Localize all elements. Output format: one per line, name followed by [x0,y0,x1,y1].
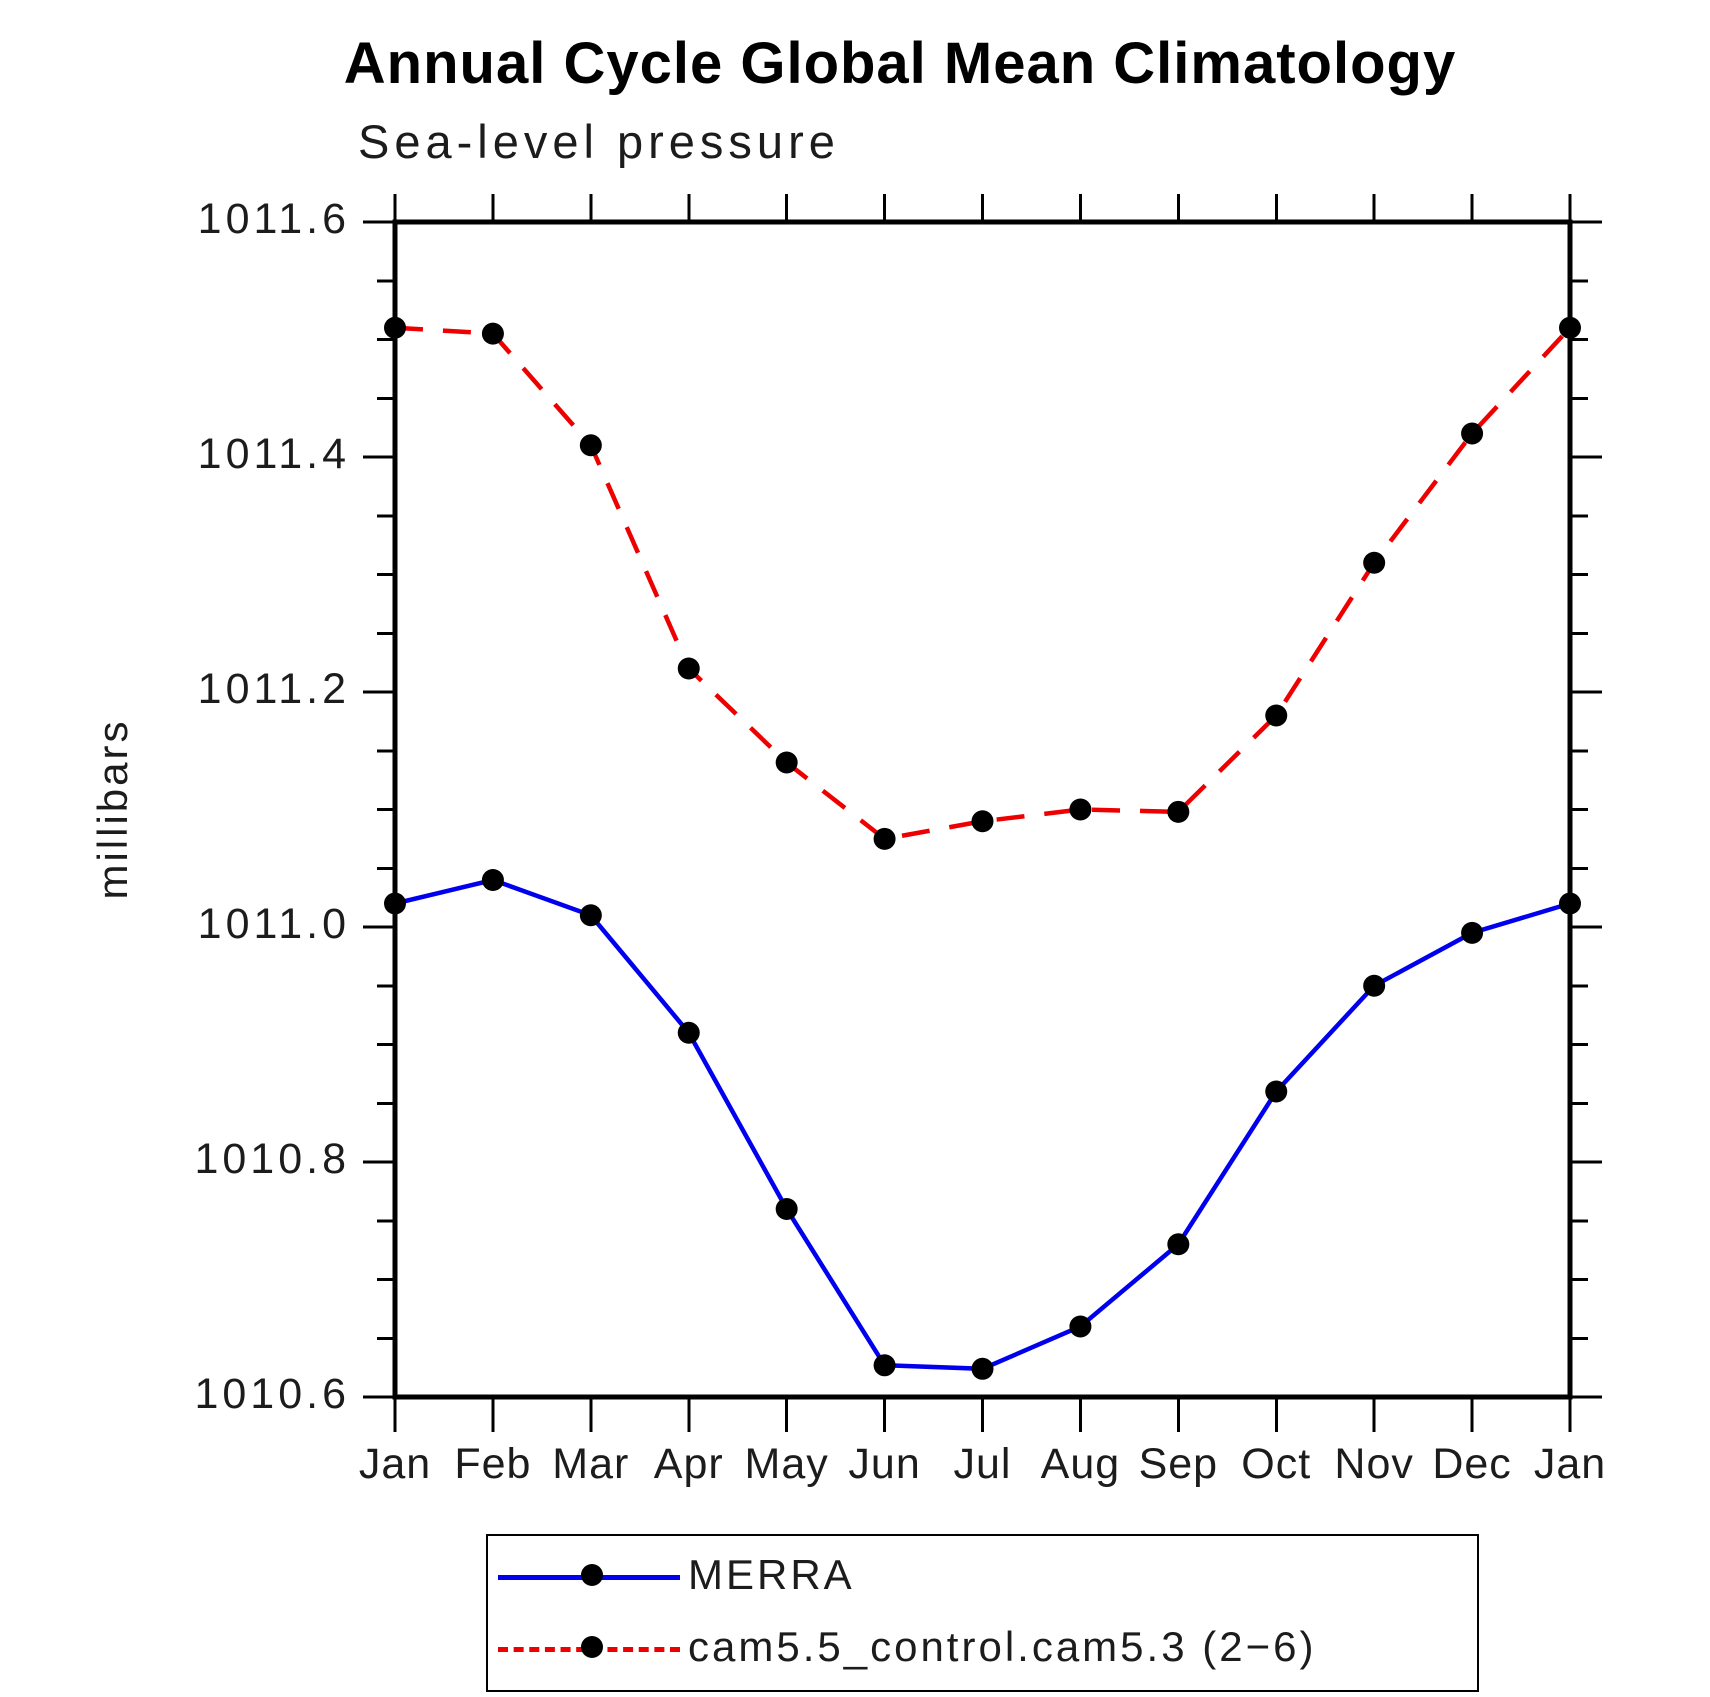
data-point-marker [775,1198,798,1220]
legend-label-cam: cam5.5_control.cam5.3 (2−6) [688,1623,1317,1670]
data-point-marker [873,827,896,850]
series-line-1 [394,325,1572,842]
y-tick-label: 1011.2 [197,665,350,713]
data-point-marker [775,751,798,774]
chart-title: Annual Cycle Global Mean Climatology [343,31,1457,96]
data-point-marker [579,904,602,927]
data-point-marker [971,810,994,833]
data-point-marker [1167,1233,1190,1256]
data-point-marker [481,322,504,345]
series-line-0 [394,877,1571,1372]
x-tick-label: Aug [1040,1440,1121,1488]
data-point-marker [1461,422,1484,445]
x-tick-label: Sep [1138,1440,1219,1488]
legend-item-merra: MERRA [498,1550,855,1600]
data-point-marker [1363,551,1386,574]
data-point-marker [1559,316,1581,339]
data-point-marker [1069,798,1092,821]
data-point-marker [873,1354,896,1377]
data-point-marker [384,316,406,339]
data-point-marker [1167,800,1190,823]
data-point-marker [677,657,700,680]
axes [363,194,1602,1432]
marker-dot-icon [581,1636,603,1658]
x-tick-label: Feb [454,1440,532,1488]
x-tick-label: Jun [848,1440,921,1488]
marker-dot-icon [581,1564,603,1586]
x-tick-label: Mar [552,1440,630,1488]
x-tick-label: Apr [653,1440,724,1488]
data-point-marker [1559,892,1581,915]
y-tick-label: 1010.6 [194,1370,350,1418]
data-point-marker [384,892,406,915]
x-tick-label: Jul [953,1440,1012,1488]
y-tick-label: 1011.0 [197,900,350,948]
x-tick-label: Jan [358,1440,432,1488]
data-point-marker [1069,1315,1092,1338]
y-tick-label: 1011.4 [197,430,350,478]
data-point-marker [1363,974,1386,997]
data-point-marker [579,434,602,457]
data-point-marker [481,869,504,891]
data-point-marker [677,1021,700,1044]
legend-label-merra: MERRA [688,1551,855,1598]
x-tick-label: Oct [1241,1440,1312,1488]
chart-subtitle: Sea-level pressure [358,115,840,168]
data-point-marker [971,1357,994,1380]
x-tick-label: Dec [1432,1440,1512,1488]
data-point-marker [1265,1080,1288,1103]
x-tick-label: Jan [1533,1440,1607,1488]
legend-box: MERRA cam5.5_control.cam5.3 (2−6) [486,1534,1479,1692]
x-tick-label: May [744,1440,829,1488]
data-point-marker [1265,704,1288,727]
y-tick-label: 1010.8 [194,1135,350,1183]
y-tick-label: 1011.6 [197,195,350,243]
data-point-marker [1461,921,1484,944]
x-tick-label: Nov [1334,1440,1414,1488]
legend-item-cam: cam5.5_control.cam5.3 (2−6) [498,1622,1316,1672]
